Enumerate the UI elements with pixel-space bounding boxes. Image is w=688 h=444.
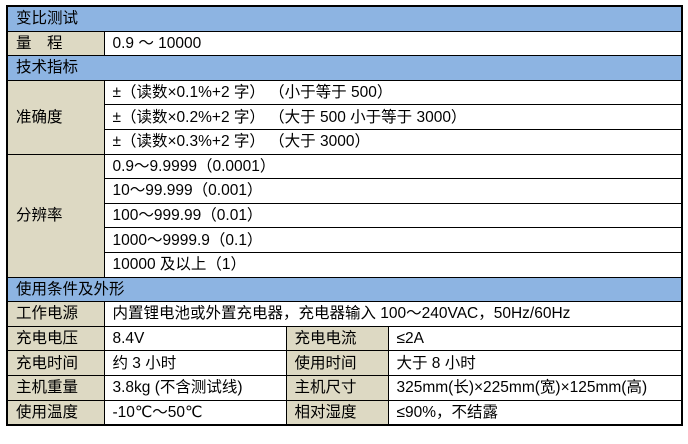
- humidity-label: 相对湿度: [285, 399, 389, 426]
- power-value: 内置锂电池或外置充电器，充电器输入 100～240VAC，50Hz/60Hz: [103, 301, 683, 327]
- table-row: 工作电源 内置锂电池或外置充电器，充电器输入 100～240VAC，50Hz/6…: [6, 301, 683, 327]
- table-row: 充电时间 约 3 小时 使用时间 大于 8 小时: [6, 350, 683, 376]
- table-row: 量 程 0.9 ～ 10000: [6, 30, 683, 57]
- host-size-value: 325mm(长)×225mm(宽)×125mm(高): [387, 374, 683, 401]
- spec-table: 变比测试 量 程 0.9 ～ 10000 技术指标 准确度 ±（读数×0.1%+…: [6, 5, 684, 427]
- resolution-value-5: 10000 及以上（1）: [103, 251, 683, 278]
- resolution-value-2: 10～99.999（0.001）: [103, 178, 683, 204]
- accuracy-label: 准确度: [6, 79, 105, 155]
- resolution-value-3: 100～999.99（0.01）: [103, 202, 683, 229]
- host-size-label: 主机尺寸: [285, 374, 389, 401]
- charge-current-label: 充电电流: [285, 325, 389, 352]
- resolution-label: 分辨率: [6, 153, 105, 278]
- table-row: 技术指标: [6, 55, 683, 81]
- accuracy-value-1: ±（读数×0.1%+2 字） （小于等于 500）: [103, 79, 683, 106]
- table-row: 主机重量 3.8kg (不含测试线) 主机尺寸 325mm(长)×225mm(宽…: [6, 374, 683, 401]
- charge-voltage-value: 8.4V: [103, 325, 287, 352]
- host-weight-label: 主机重量: [6, 374, 105, 401]
- table-row: 10000 及以上（1）: [7, 251, 683, 278]
- host-weight-value: 3.8kg (不含测试线): [103, 374, 287, 401]
- charge-voltage-label: 充电电压: [6, 325, 105, 352]
- section-header-tech-spec: 技术指标: [6, 55, 683, 81]
- range-label: 量 程: [6, 30, 105, 57]
- table-row: 1000～9999.9（0.1）: [7, 227, 683, 253]
- range-value: 0.9 ～ 10000: [103, 30, 683, 57]
- use-time-value: 大于 8 小时: [387, 350, 683, 376]
- table-row: 使用温度 -10℃～50℃ 相对湿度 ≤90%，不结露: [6, 399, 683, 426]
- use-temp-value: -10℃～50℃: [103, 399, 287, 426]
- use-temp-label: 使用温度: [6, 399, 105, 426]
- accuracy-value-3: ±（读数×0.3%+2 字） （大于 3000）: [103, 128, 683, 155]
- resolution-value-1: 0.9～9.9999（0.0001）: [103, 153, 683, 180]
- charge-time-label: 充电时间: [6, 350, 105, 376]
- table-row: 10～99.999（0.001）: [7, 178, 683, 204]
- resolution-value-4: 1000～9999.9（0.1）: [103, 227, 683, 253]
- table-row: 使用条件及外形: [6, 276, 683, 303]
- power-label: 工作电源: [6, 301, 105, 327]
- table-row: 充电电压 8.4V 充电电流 ≤2A: [6, 325, 683, 352]
- section-header-conditions: 使用条件及外形: [6, 276, 683, 303]
- table-row: 变比测试: [6, 5, 683, 32]
- table-row: ±（读数×0.3%+2 字） （大于 3000）: [7, 128, 683, 155]
- table-row: ±（读数×0.2%+2 字） （大于 500 小于等于 3000）: [7, 104, 683, 130]
- table-row: 准确度 ±（读数×0.1%+2 字） （小于等于 500）: [6, 79, 683, 155]
- charge-current-value: ≤2A: [387, 325, 683, 352]
- humidity-value: ≤90%，不结露: [387, 399, 683, 426]
- table-row: 100～999.99（0.01）: [7, 202, 683, 229]
- table-row: 分辨率 0.9～9.9999（0.0001）: [6, 153, 683, 278]
- charge-time-value: 约 3 小时: [103, 350, 287, 376]
- accuracy-value-2: ±（读数×0.2%+2 字） （大于 500 小于等于 3000）: [103, 104, 683, 130]
- section-header-ratio-test: 变比测试: [6, 5, 683, 32]
- use-time-label: 使用时间: [285, 350, 389, 376]
